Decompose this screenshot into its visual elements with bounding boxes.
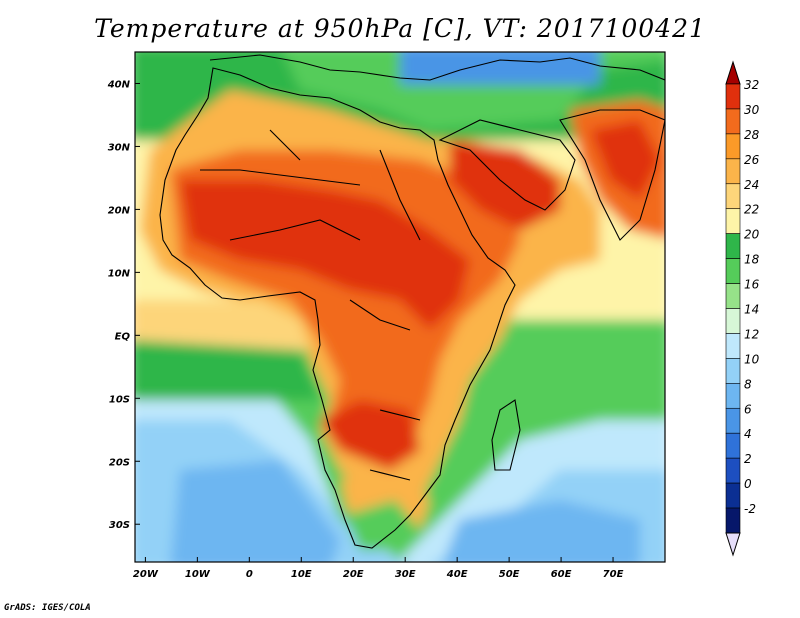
map-title: Temperature at 950hPa [C], VT: 201710042… [94,14,706,43]
lon-tick-label: 10E [291,569,312,580]
colorbar-swatch [725,133,741,160]
lon-tick-label: 70E [603,569,624,580]
colorbar-swatch [725,183,741,210]
colorbar-label: 28 [744,128,760,142]
lat-tick-label: 30N [108,142,131,153]
colorbar-label: 12 [744,327,759,341]
colorbar-swatch [725,407,741,434]
lat-tick-label: 10S [109,394,130,405]
colorbar-swatch [725,482,741,509]
lat-tick-label: 40N [107,79,131,90]
colorbar-swatch [725,208,741,234]
plot-frame [134,51,666,563]
longitude-axis: 20W 10W 0 10E 20E 30E 40E 50E 60E 70E [133,557,624,580]
lon-tick-label: 20W [133,569,159,580]
lat-tick-label: 20S [109,457,130,468]
colorbar-label: 14 [744,303,759,317]
colorbar-bottom-triangle [725,532,741,557]
colorbar-label: 22 [744,203,759,217]
lon-tick-label: 40E [446,569,468,580]
colorbar-label: 16 [744,278,760,292]
colorbar-swatch [725,158,741,185]
colorbar-top-triangle [725,60,741,85]
latitude-axis: 40N 30N 20N 10N EQ 10S 20S 30S [107,79,140,531]
colorbar-swatch [725,457,741,484]
lon-tick-label: 0 [246,569,253,580]
colorbar-label: 18 [744,253,760,267]
colorbar-swatch [725,108,741,135]
colorbar-swatch [725,383,741,409]
colorbar-label: 6 [744,402,752,416]
colorbar-swatch [725,283,741,309]
colorbar-label: 26 [744,153,760,167]
lon-tick-label: 50E [499,569,520,580]
colorbar-swatch [725,258,741,284]
colorbar-swatch [725,333,741,359]
colorbar-swatch [725,507,741,534]
colorbar-label: 4 [744,427,752,441]
coastlines [159,54,665,549]
lat-tick-label: 30S [109,520,130,531]
lon-tick-label: 10W [185,569,211,580]
colorbar-label: -2 [744,502,756,516]
credit-text: GrADS: IGES/COLA [4,603,91,613]
lat-tick-label: EQ [115,331,131,342]
colorbar-swatch [725,83,741,110]
colorbar-swatch [725,432,741,459]
colorbar-label: 32 [744,78,759,92]
colorbar-label: 2 [744,452,752,466]
colorbar-swatch [725,358,741,384]
colorbar-label: 0 [744,477,752,491]
colorbar-label: 10 [744,352,760,366]
lat-tick-label: 20N [108,205,131,216]
lat-tick-label: 10N [108,268,131,279]
lon-tick-label: 30E [395,569,416,580]
colorbar-label: 20 [744,228,760,242]
lon-tick-label: 60E [551,569,572,580]
colorbar-swatch [725,233,741,259]
colorbar-label: 30 [744,103,760,117]
colorbar-label: 24 [744,178,759,192]
colorbar-label: 8 [744,377,752,391]
colorbar-swatch [725,308,741,334]
lon-tick-label: 20E [343,569,364,580]
temperature-field [135,52,665,562]
